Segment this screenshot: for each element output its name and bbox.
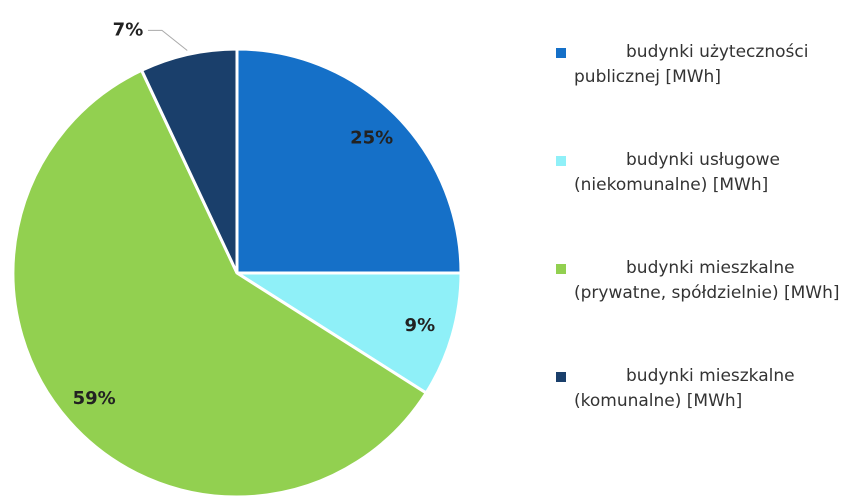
legend-label: budynki usługowe (niekomunalne) [MWh]: [574, 150, 780, 195]
legend-swatch: [556, 48, 566, 58]
legend-swatch: [556, 372, 566, 382]
pie-slice: [231, 271, 463, 396]
pie-slice: [139, 47, 239, 274]
legend-swatch: [556, 264, 566, 274]
leader-line: [147, 29, 188, 51]
data-label: 25%: [350, 127, 393, 148]
legend-label: budynki mieszkalne (prywatne, spółdzieln…: [574, 258, 840, 303]
legend-label: budynki użyteczności publicznej [MWh]: [574, 42, 809, 87]
legend-item: budynki usługowe (niekomunalne) [MWh]: [552, 148, 857, 256]
pie-slice: [11, 68, 429, 498]
legend: budynki użyteczności publicznej [MWh] bud…: [552, 40, 857, 472]
pie-slice: [235, 47, 463, 275]
chart: 25% 9% 59% 7%: [11, 19, 463, 498]
data-label: 7%: [113, 19, 144, 40]
data-label: 59%: [73, 388, 116, 409]
legend-item: budynki użyteczności publicznej [MWh]: [552, 40, 857, 148]
legend-item: budynki mieszkalne (komunalne) [MWh]: [552, 364, 857, 472]
legend-item: budynki mieszkalne (prywatne, spółdzieln…: [552, 256, 857, 364]
data-label: 9%: [405, 315, 436, 336]
legend-label: budynki mieszkalne (komunalne) [MWh]: [574, 366, 795, 411]
legend-swatch: [556, 156, 566, 166]
